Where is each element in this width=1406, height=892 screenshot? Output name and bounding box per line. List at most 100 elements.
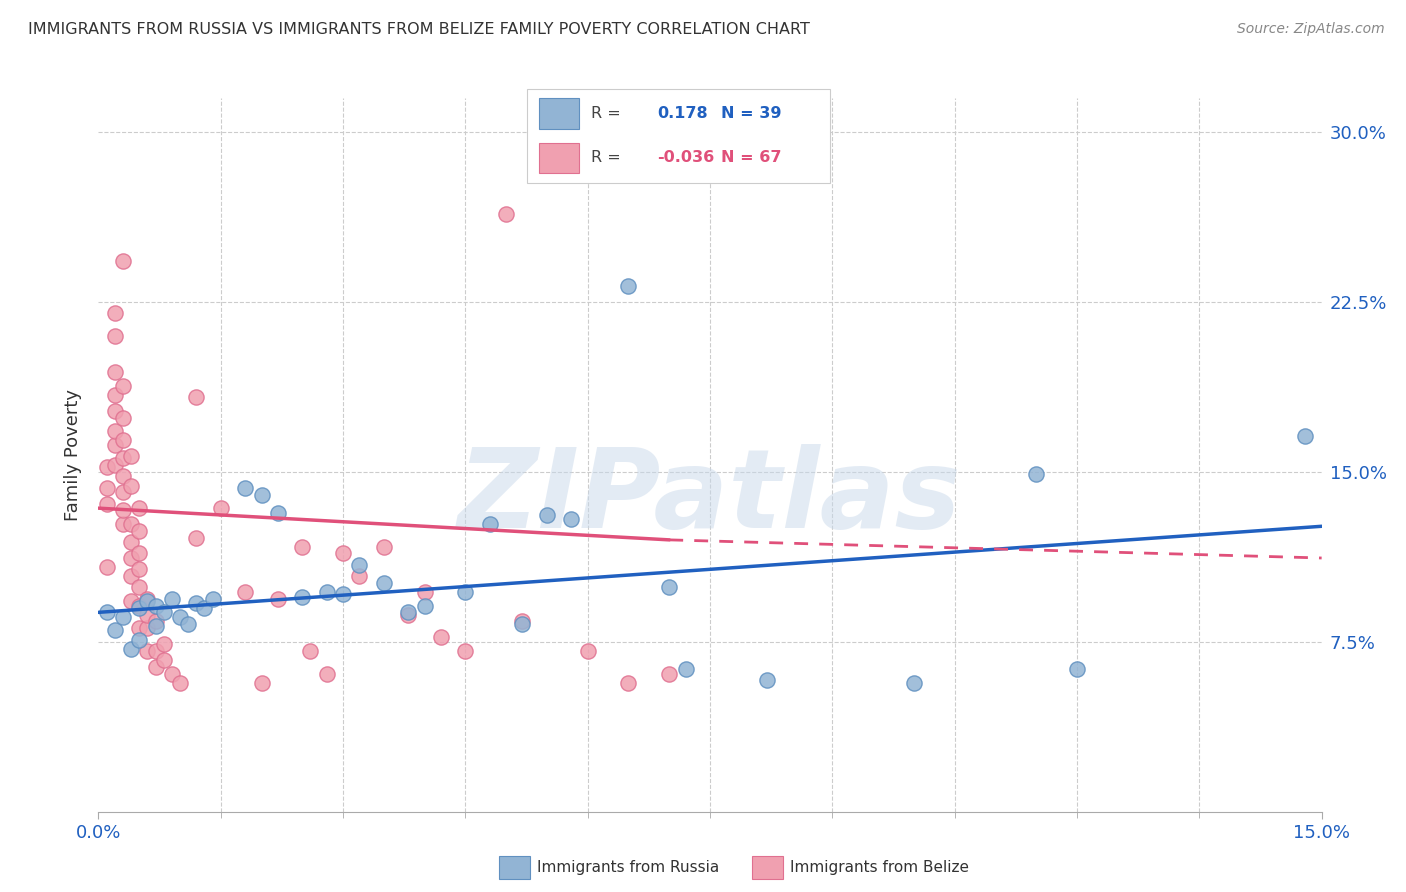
FancyBboxPatch shape	[540, 143, 579, 173]
Point	[560, 512, 582, 526]
Point	[136, 607, 159, 622]
Point	[495, 207, 517, 221]
Point	[373, 575, 395, 590]
Point	[315, 666, 337, 681]
Point	[152, 653, 174, 667]
Point	[128, 501, 150, 516]
Point	[454, 644, 477, 658]
Point	[145, 615, 167, 629]
Point	[104, 388, 127, 402]
Point	[209, 501, 232, 516]
Point	[128, 632, 150, 647]
Point	[111, 410, 134, 425]
Point	[111, 469, 134, 483]
Point	[413, 585, 436, 599]
Point	[104, 306, 127, 320]
Point	[111, 433, 134, 447]
Point	[145, 599, 167, 613]
Point	[152, 637, 174, 651]
Point	[576, 644, 599, 658]
Point	[111, 610, 134, 624]
Point	[233, 585, 256, 599]
Point	[250, 487, 273, 501]
Point	[120, 535, 142, 549]
Point	[136, 591, 159, 606]
Text: 0.178: 0.178	[657, 105, 707, 120]
Point	[120, 594, 142, 608]
Text: N = 67: N = 67	[721, 150, 782, 165]
Point	[111, 379, 134, 393]
Text: Immigrants from Russia: Immigrants from Russia	[537, 860, 720, 875]
Point	[267, 591, 290, 606]
Point	[120, 449, 142, 463]
Point	[315, 585, 337, 599]
Point	[104, 403, 127, 417]
Point	[111, 254, 134, 268]
Point	[675, 662, 697, 676]
Point	[186, 531, 208, 545]
Point	[512, 616, 534, 631]
Text: R =: R =	[591, 105, 620, 120]
Point	[332, 587, 354, 601]
Point	[430, 630, 453, 644]
Point	[120, 569, 142, 583]
Text: R =: R =	[591, 150, 626, 165]
Point	[104, 624, 127, 638]
Point	[96, 606, 118, 620]
Point	[111, 451, 134, 466]
Point	[111, 503, 134, 517]
Point	[617, 279, 640, 293]
Point	[96, 497, 118, 511]
Point	[478, 516, 501, 531]
Point	[201, 591, 224, 606]
Point	[299, 644, 322, 658]
Point	[120, 641, 142, 656]
Point	[128, 621, 150, 635]
Point	[111, 516, 134, 531]
Point	[136, 594, 159, 608]
Point	[120, 551, 142, 566]
Point	[160, 591, 183, 606]
Point	[413, 599, 436, 613]
Point	[1066, 662, 1088, 676]
Point	[373, 540, 395, 554]
Point	[186, 596, 208, 610]
Point	[169, 610, 191, 624]
Point	[536, 508, 558, 522]
Point	[193, 600, 215, 615]
Point	[128, 524, 150, 538]
Point	[332, 546, 354, 560]
Point	[152, 606, 174, 620]
Point	[145, 644, 167, 658]
Point	[120, 516, 142, 531]
Point	[267, 506, 290, 520]
Point	[104, 438, 127, 452]
Point	[186, 390, 208, 404]
Point	[512, 615, 534, 629]
Point	[136, 621, 159, 635]
Point	[145, 659, 167, 673]
Point	[617, 675, 640, 690]
Point	[96, 460, 118, 475]
Point	[104, 458, 127, 472]
Point	[291, 590, 314, 604]
Point	[128, 546, 150, 560]
Point	[104, 329, 127, 343]
Point	[128, 562, 150, 576]
Text: Immigrants from Belize: Immigrants from Belize	[790, 860, 969, 875]
Text: Source: ZipAtlas.com: Source: ZipAtlas.com	[1237, 22, 1385, 37]
FancyBboxPatch shape	[527, 89, 830, 183]
Point	[396, 606, 419, 620]
Point	[104, 424, 127, 438]
Point	[96, 481, 118, 495]
Point	[128, 599, 150, 613]
Point	[128, 600, 150, 615]
Point	[128, 581, 150, 595]
Point	[349, 558, 371, 572]
Point	[291, 540, 314, 554]
Point	[250, 675, 273, 690]
Point	[1025, 467, 1047, 482]
Text: IMMIGRANTS FROM RUSSIA VS IMMIGRANTS FROM BELIZE FAMILY POVERTY CORRELATION CHAR: IMMIGRANTS FROM RUSSIA VS IMMIGRANTS FRO…	[28, 22, 810, 37]
Point	[454, 585, 477, 599]
Text: -0.036: -0.036	[657, 150, 714, 165]
